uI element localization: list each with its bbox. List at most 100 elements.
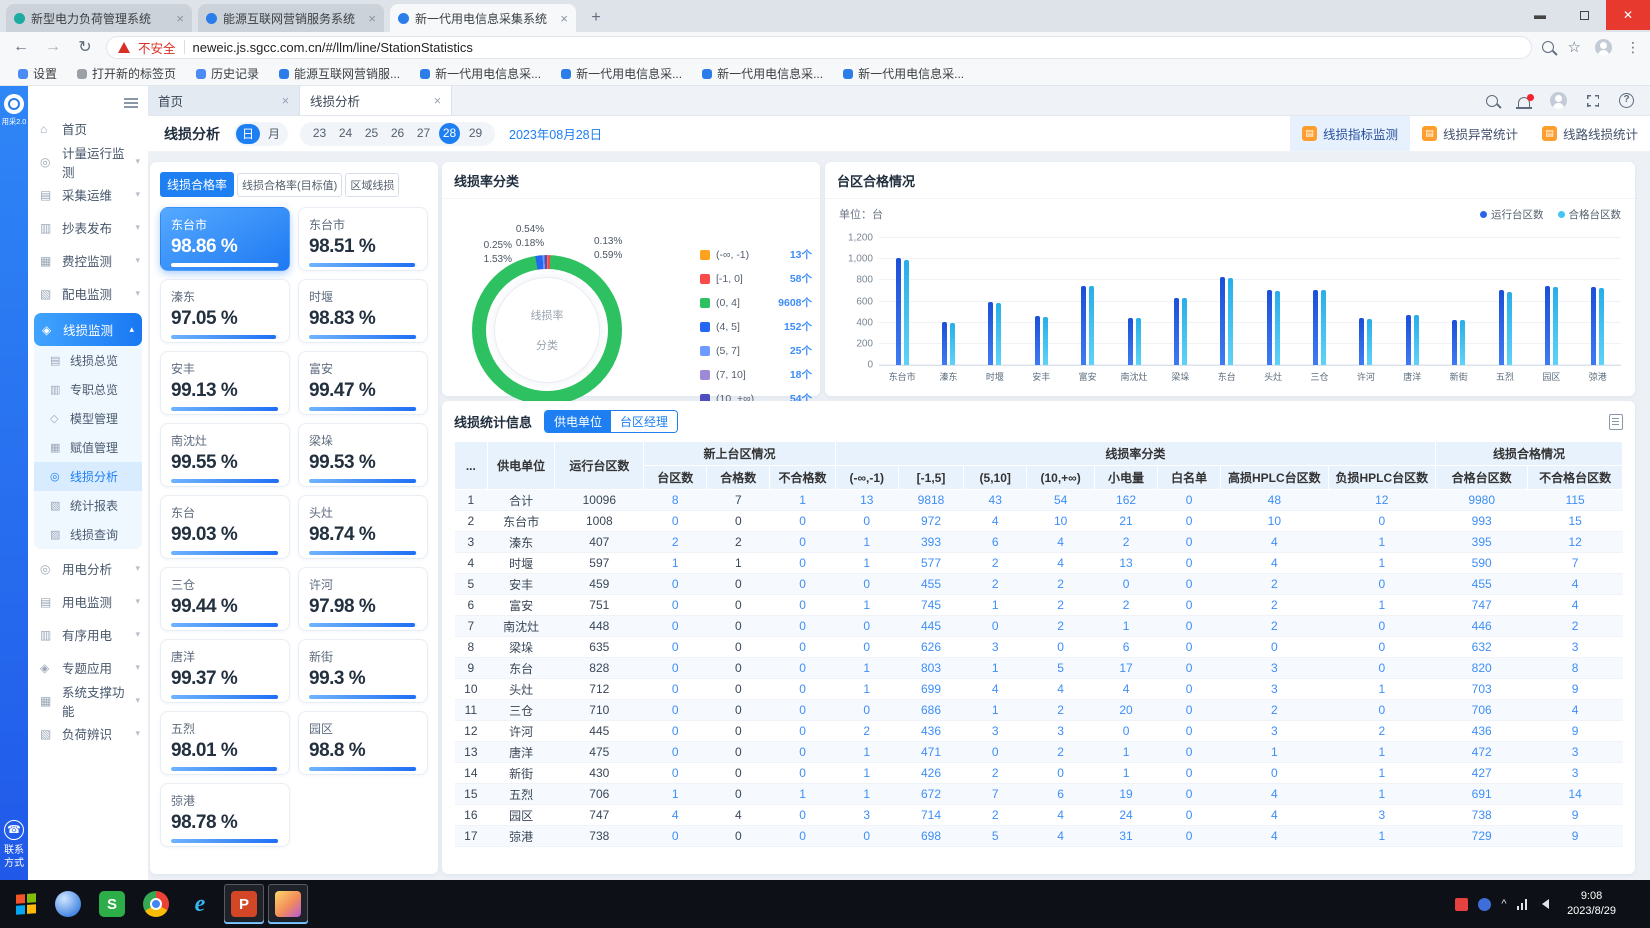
rate-card[interactable]: 时堰 98.83 % [298, 279, 428, 343]
sidebar-subitem[interactable]: ◎ 线损分析 [34, 462, 142, 491]
bar-group[interactable]: 五烈 [1482, 238, 1528, 365]
browser-menu-icon[interactable]: ⋮ [1626, 39, 1640, 56]
bookmark-item[interactable]: 历史记录 [188, 64, 267, 84]
tab-close-icon[interactable]: × [560, 11, 568, 26]
bar-group[interactable]: 许河 [1343, 238, 1389, 365]
table-toggle-button[interactable]: 供电单位 [545, 411, 611, 432]
bookmark-item[interactable]: 新一代用电信息采... [412, 64, 549, 84]
view-tab[interactable]: ▤ 线损异常统计 [1410, 116, 1530, 151]
day-button[interactable]: 23 [309, 123, 330, 144]
tab-close-icon[interactable]: × [368, 11, 376, 26]
url-text[interactable]: neweic.js.sgcc.com.cn/#/llm/line/Station… [193, 40, 473, 55]
page-tab[interactable]: 首页 × [148, 86, 300, 115]
view-tab[interactable]: ▤ 线损指标监测 [1290, 116, 1410, 151]
mode-month-button[interactable]: 月 [262, 124, 286, 144]
rate-card[interactable]: 五烈 98.01 % [160, 711, 290, 775]
rate-card[interactable]: 头灶 98.74 % [298, 495, 428, 559]
rate-card[interactable]: 三仓 99.44 % [160, 567, 290, 631]
tray-icon-blue[interactable] [1478, 898, 1491, 911]
table-row[interactable]: 11三仓 7100 00 0686 12 200 20 7064 [455, 700, 1623, 721]
sidebar-item[interactable]: ◎ 计量运行监测 ▾ [28, 145, 148, 178]
rate-card[interactable]: 安丰 99.13 % [160, 351, 290, 415]
card-panel-tab[interactable]: 线损合格率 [160, 172, 234, 197]
bar-group[interactable]: 头灶 [1250, 238, 1296, 365]
browser-tab[interactable]: 新型电力负荷管理系统 × [6, 4, 192, 32]
rate-card[interactable]: 唐洋 99.37 % [160, 639, 290, 703]
table-row[interactable]: 13唐洋 4750 00 1471 02 10 11 4723 [455, 742, 1623, 763]
table-row[interactable]: 2东台市 10080 00 0972 410 210 100 99315 [455, 511, 1623, 532]
day-button[interactable]: 25 [361, 123, 382, 144]
day-button[interactable]: 27 [413, 123, 434, 144]
rate-card[interactable]: 南沈灶 99.55 % [160, 423, 290, 487]
sidebar-subitem[interactable]: ▧ 统计报表 [34, 491, 142, 520]
sidebar-subitem[interactable]: ▨ 线损查询 [34, 520, 142, 549]
window-close-button[interactable]: ✕ [1606, 0, 1650, 30]
sidebar-item[interactable]: ▧ 负荷辨识 ▾ [28, 717, 148, 750]
table-row[interactable]: 3溱东 4072 20 1393 64 20 41 39512 [455, 532, 1623, 553]
reload-icon[interactable]: ↻ [74, 37, 96, 57]
sidebar-item[interactable]: ▤ 用电监测 ▾ [28, 585, 148, 618]
rate-card[interactable]: 许河 97.98 % [298, 567, 428, 631]
fullscreen-icon[interactable] [1587, 95, 1599, 107]
day-button[interactable]: 24 [335, 123, 356, 144]
bookmark-item[interactable]: 新一代用电信息采... [694, 64, 831, 84]
day-button[interactable]: 29 [465, 123, 486, 144]
rate-card[interactable]: 梁垛 99.53 % [298, 423, 428, 487]
back-icon[interactable]: ← [10, 38, 32, 56]
sidebar-subitem[interactable]: ◇ 模型管理 [34, 404, 142, 433]
sidebar-item[interactable]: ▥ 抄表发布 ▾ [28, 211, 148, 244]
taskbar-app-ie[interactable]: e [180, 884, 220, 924]
sidebar-subitem[interactable]: ▥ 专职总览 [34, 375, 142, 404]
bar-group[interactable]: 南沈灶 [1111, 238, 1157, 365]
sidebar-item[interactable]: ▤ 采集运维 ▾ [28, 178, 148, 211]
notification-bell-icon[interactable] [1518, 97, 1530, 107]
search-icon[interactable] [1486, 95, 1498, 107]
table-row[interactable]: 9东台 8280 00 1803 15 170 30 8208 [455, 658, 1623, 679]
donut-legend-item[interactable]: (-∞, -1) 13个 [700, 247, 812, 262]
sidebar-collapse-icon[interactable] [124, 98, 138, 100]
browser-profile-icon[interactable] [1595, 39, 1612, 56]
browser-tab[interactable]: 能源互联网营销服务系统 × [198, 4, 384, 32]
day-button[interactable]: 28 [439, 123, 460, 144]
help-icon[interactable]: ? [1619, 93, 1634, 108]
taskbar-app-paint[interactable] [268, 884, 308, 924]
rate-card[interactable]: 东台 99.03 % [160, 495, 290, 559]
table-row[interactable]: 8梁垛 6350 00 0626 30 60 00 6323 [455, 637, 1623, 658]
donut-legend-item[interactable]: (4, 5] 152个 [700, 319, 812, 334]
table-row[interactable]: 5安丰 4590 00 0455 22 00 20 4554 [455, 574, 1623, 595]
start-button[interactable] [6, 880, 46, 928]
window-maximize-button[interactable] [1562, 0, 1606, 30]
bar-group[interactable]: 溱东 [925, 238, 971, 365]
bookmark-item[interactable]: 新一代用电信息采... [835, 64, 972, 84]
export-icon[interactable] [1609, 414, 1623, 430]
rate-card[interactable]: 东台市 98.51 % [298, 207, 428, 271]
table-row[interactable]: 12许河 4450 00 2436 33 00 32 4369 [455, 721, 1623, 742]
sidebar-subitem[interactable]: ▦ 赋值管理 [34, 433, 142, 462]
not-secure-label[interactable]: 不安全 [138, 38, 176, 57]
tray-icon-red[interactable] [1455, 898, 1468, 911]
zoom-icon[interactable] [1542, 41, 1554, 53]
bookmark-item[interactable]: 新一代用电信息采... [553, 64, 690, 84]
rate-card[interactable]: 东台市 98.86 % [160, 207, 290, 271]
sidebar-item[interactable]: ▧ 配电监测 ▾ [28, 277, 148, 310]
sidebar-item[interactable]: ▥ 有序用电 ▾ [28, 618, 148, 651]
sidebar-item[interactable]: ▦ 系统支撑功能 ▾ [28, 684, 148, 717]
bookmark-item[interactable]: 能源互联网营销服... [271, 64, 408, 84]
page-tab-close-icon[interactable]: × [282, 94, 289, 108]
donut-legend-item[interactable]: (5, 7] 25个 [700, 343, 812, 358]
table-row[interactable]: 16园区 7474 40 3714 24 240 43 7389 [455, 805, 1623, 826]
volume-icon[interactable] [1537, 899, 1549, 909]
bar-group[interactable]: 园区 [1528, 238, 1574, 365]
sidebar-item[interactable]: ◈ 专题应用 ▾ [28, 651, 148, 684]
donut-legend-item[interactable]: [-1, 0] 58个 [700, 271, 812, 286]
contact-block[interactable]: ☎ 联系 方式 [0, 820, 28, 870]
rate-card[interactable]: 新街 99.3 % [298, 639, 428, 703]
table-toggle-button[interactable]: 台区经理 [611, 411, 677, 432]
table-row[interactable]: 6富安 7510 00 1745 12 20 21 7474 [455, 595, 1623, 616]
table-row[interactable]: 1合计 100968 71 139818 4354 1620 4812 9980… [455, 490, 1623, 511]
bar-group[interactable]: 东台市 [879, 238, 925, 365]
page-tab[interactable]: 线损分析 × [300, 86, 452, 115]
taskbar-clock[interactable]: 9:08 2023/8/29 [1567, 889, 1616, 919]
rate-card[interactable]: 富安 99.47 % [298, 351, 428, 415]
new-tab-button[interactable]: + [584, 6, 608, 30]
